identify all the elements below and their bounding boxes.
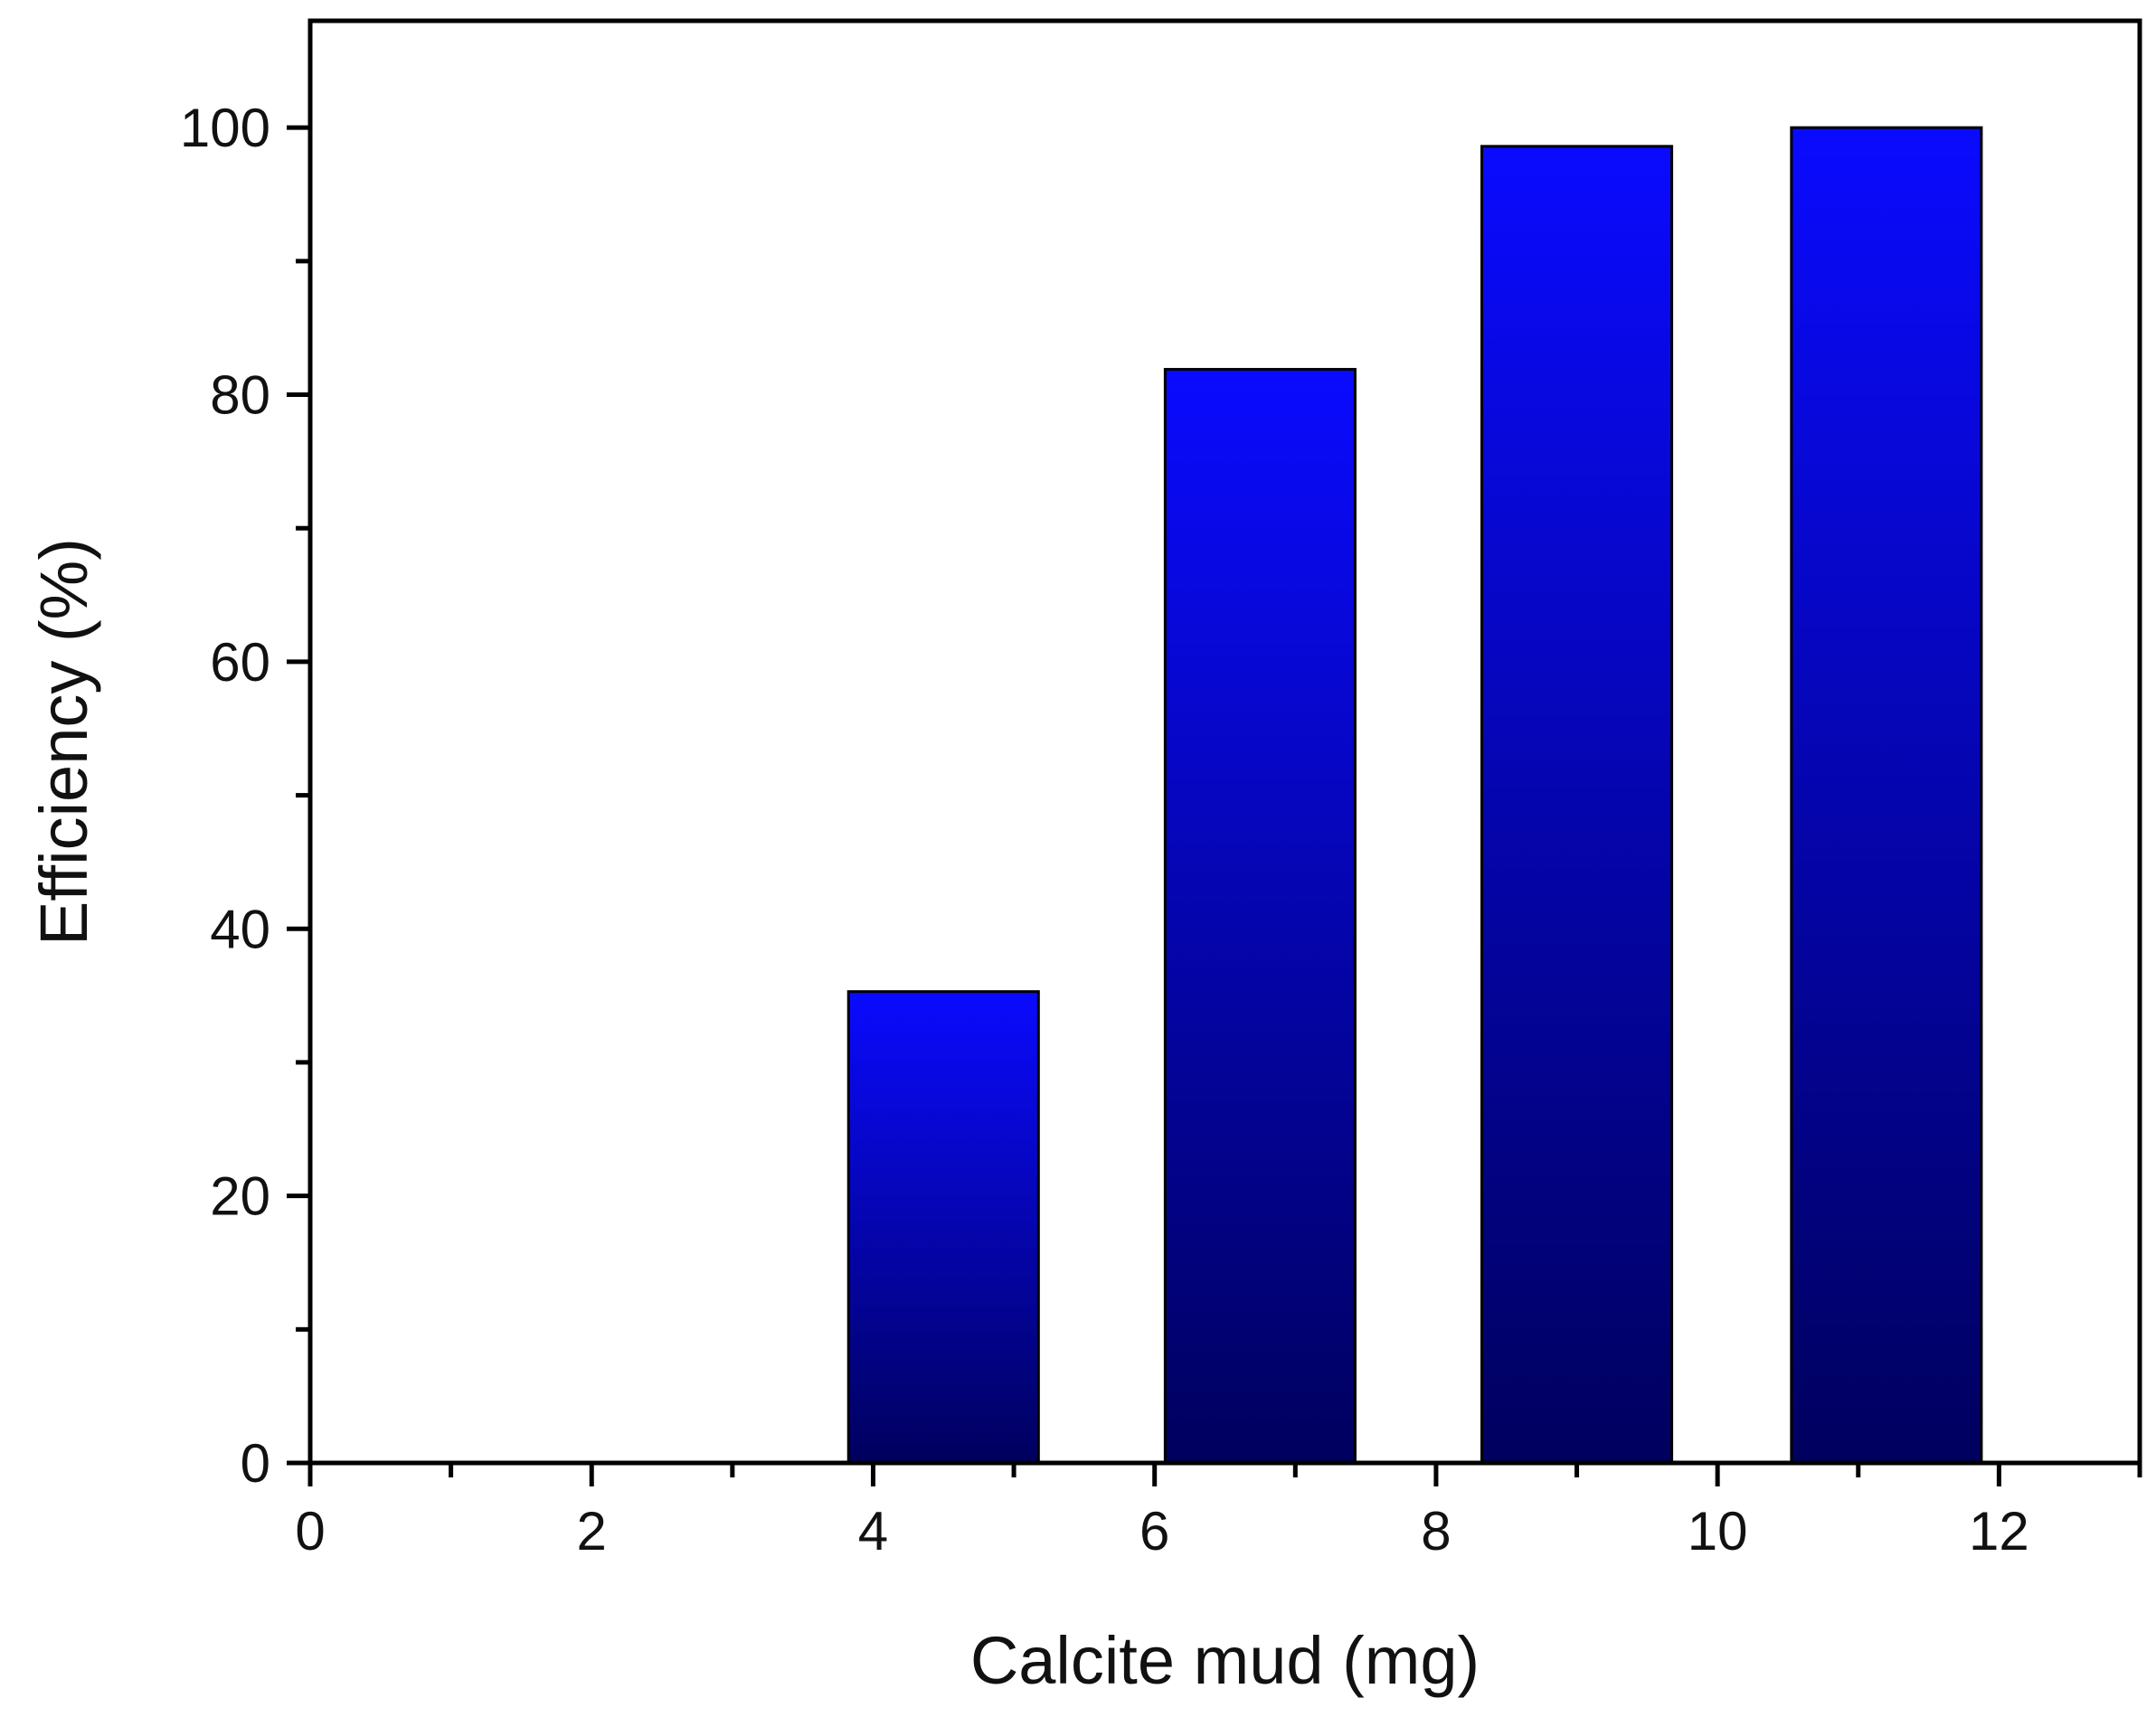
bar-4 [1790, 126, 1983, 1465]
bars-layer [846, 126, 1983, 1465]
bar-1 [846, 990, 1040, 1465]
y-tick-label: 60 [210, 632, 270, 693]
x-tick-label: 0 [295, 1501, 325, 1561]
x-tick-label: 6 [1139, 1501, 1169, 1561]
x-tick-label: 2 [577, 1501, 607, 1561]
x-tick-label: 8 [1421, 1501, 1451, 1561]
x-tick-label: 12 [1969, 1501, 2029, 1561]
plot-frame [307, 18, 2142, 1466]
y-tick-label: 20 [210, 1166, 270, 1227]
x-axis-title: Calcite mud (mg) [970, 1623, 1480, 1698]
bar-3 [1480, 145, 1674, 1465]
y-tick-label: 80 [210, 365, 270, 426]
y-tick-label: 0 [241, 1433, 270, 1494]
labels-layer: 0 2 4 6 8 10 12 0 20 40 60 80 100 [180, 98, 2029, 1561]
y-axis-title: Efficiency (%) [26, 538, 101, 946]
x-tick-label: 10 [1688, 1501, 1748, 1561]
y-tick-label: 100 [180, 98, 270, 158]
x-tick-label: 4 [858, 1501, 888, 1561]
bar-2 [1163, 367, 1357, 1465]
ticks-layer [287, 125, 2142, 1486]
y-tick-label: 40 [210, 899, 270, 959]
